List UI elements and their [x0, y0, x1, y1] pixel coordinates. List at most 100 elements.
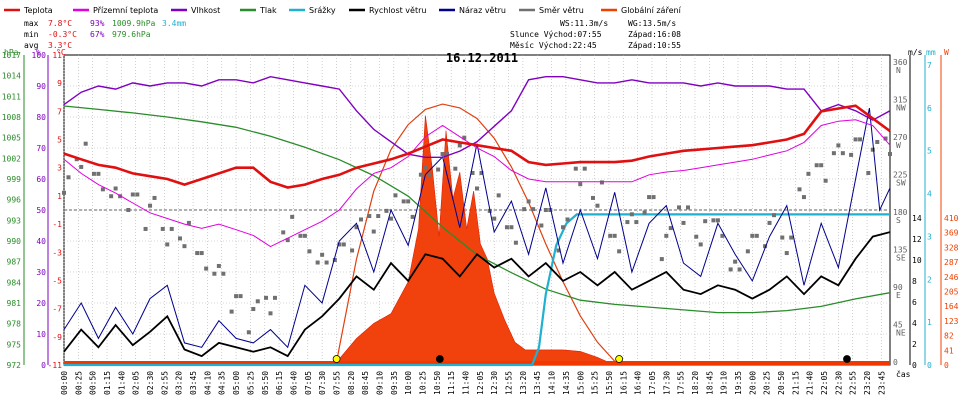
axis-direction-letter: W [896, 141, 901, 150]
series-direction-point [148, 203, 153, 208]
series-direction-point [526, 199, 531, 204]
series-temperature [63, 104, 891, 189]
axis-radiation-tick: 0 [944, 361, 949, 370]
x-tick-label: 14:10 [548, 371, 557, 395]
series-direction-point [264, 295, 269, 300]
axis-temp-tick: -7 [52, 305, 62, 314]
series-direction-point [888, 152, 892, 157]
series-direction-point [109, 194, 114, 199]
series-direction-point [698, 242, 703, 247]
x-tick-label: 15:25 [591, 371, 600, 395]
series-direction-point [62, 190, 66, 195]
axis-rain-label: mm [926, 48, 936, 57]
series-direction-point [677, 205, 682, 210]
axis-direction-letter: SE [896, 254, 906, 263]
legend-label: Přízemní teplota [93, 6, 158, 15]
axis-wind-label: m/s [908, 48, 923, 57]
axis-temp-tick: -5 [52, 276, 62, 285]
series-direction-point [436, 167, 441, 172]
axis-direction-letter: SW [896, 179, 906, 188]
axis-hpa-tick: 990 [7, 237, 22, 246]
series-direction-point [281, 230, 286, 235]
axis-direction-letter: N [896, 66, 901, 75]
series-direction-point [617, 249, 622, 254]
axis-radiation-tick: 369 [944, 229, 959, 238]
series-direction-point [234, 294, 239, 299]
series-direction-point [100, 187, 105, 192]
axis-hpa-tick: 987 [7, 258, 22, 267]
series-ground-temp [63, 119, 891, 248]
series-direction-point [427, 172, 432, 177]
axis-rain-tick: 0 [927, 361, 932, 370]
series-gust [63, 108, 891, 349]
x-tick-label: 06:40 [289, 371, 298, 395]
series-direction-point [556, 248, 561, 253]
series-direction-point [831, 151, 836, 156]
series-direction-point [229, 309, 234, 314]
axis-humidity-tick: 90 [36, 82, 46, 91]
series-direction-point [91, 171, 96, 176]
series-direction-point [354, 225, 359, 230]
axis-temp-tick: -3 [52, 248, 62, 257]
axis-hpa-tick: 993 [7, 216, 22, 225]
series-direction-point [393, 193, 398, 198]
axis-humidity-tick: 40 [36, 237, 46, 246]
series-direction-point [96, 171, 101, 176]
series-direction-point [504, 225, 509, 230]
axis-hpa-tick: 972 [7, 361, 22, 370]
axis-temp-tick: 9 [57, 79, 62, 88]
x-tick-label: 13:45 [533, 371, 542, 395]
series-direction-point [728, 267, 733, 272]
x-tick-label: 11:15 [447, 371, 456, 395]
axis-direction-letter: NE [896, 329, 906, 338]
series-direction-point [539, 223, 544, 228]
x-tick-label: 01:40 [117, 371, 126, 395]
axis-humidity-tick: 0 [41, 361, 46, 370]
series-direction-point [445, 152, 450, 157]
axis-hpa-tick: 984 [7, 278, 22, 287]
stats-avg-temp: 3.3°C [48, 41, 72, 50]
series-direction-point [836, 143, 841, 148]
series-direction-point [772, 213, 777, 218]
series-direction-point [418, 172, 423, 177]
x-tick-label: 00:25 [74, 371, 83, 395]
axis-rain-tick: 6 [927, 104, 932, 113]
x-tick-label: 10:25 [419, 371, 428, 395]
series-direction-point [590, 195, 595, 200]
series-direction-point [238, 294, 243, 299]
x-tick-label: 04:35 [218, 371, 227, 395]
axis-radiation-tick: 410 [944, 214, 959, 223]
series-direction-point [177, 236, 182, 241]
stats-max-temp: 7.8°C [48, 19, 72, 28]
series-direction-point [475, 186, 479, 191]
series-direction-point [608, 233, 613, 238]
series-direction-point [858, 137, 863, 142]
series-direction-point [160, 226, 165, 231]
x-tick-label: 11:40 [462, 371, 471, 395]
series-direction-point [634, 220, 639, 225]
axis-temp-tick: -11 [48, 361, 63, 370]
axis-radiation-tick: 205 [944, 288, 959, 297]
axis-hpa-tick: 1014 [2, 72, 21, 81]
axis-humidity-tick: 10 [36, 330, 46, 339]
series-direction-point [870, 147, 875, 152]
series-direction-point [595, 203, 600, 208]
x-tick-label: 12:30 [490, 371, 499, 395]
series-direction-point [290, 214, 295, 219]
stats-max-pressure: 1009.9hPa [112, 19, 156, 28]
info-sunset: Západ:16:08 [628, 30, 681, 39]
series-direction-point [388, 216, 393, 221]
series-radiation-theory [335, 103, 619, 366]
x-tick-label: 06:15 [275, 371, 284, 395]
series-direction-point [135, 192, 140, 197]
axis-direction-tick: 225 [893, 171, 908, 180]
axis-direction-letter: E [896, 291, 901, 300]
info-moonrise: Měsíc Východ:22:45 [510, 41, 597, 50]
axis-humidity-tick: 100 [32, 51, 47, 60]
series-direction-point [371, 229, 376, 234]
series-direction-point [126, 208, 131, 212]
x-tick-label: 14:35 [562, 371, 571, 395]
axis-hpa-tick: 978 [7, 320, 22, 329]
legend-label: Rychlost větru [369, 6, 426, 15]
axis-wind-tick: 12 [912, 235, 922, 244]
